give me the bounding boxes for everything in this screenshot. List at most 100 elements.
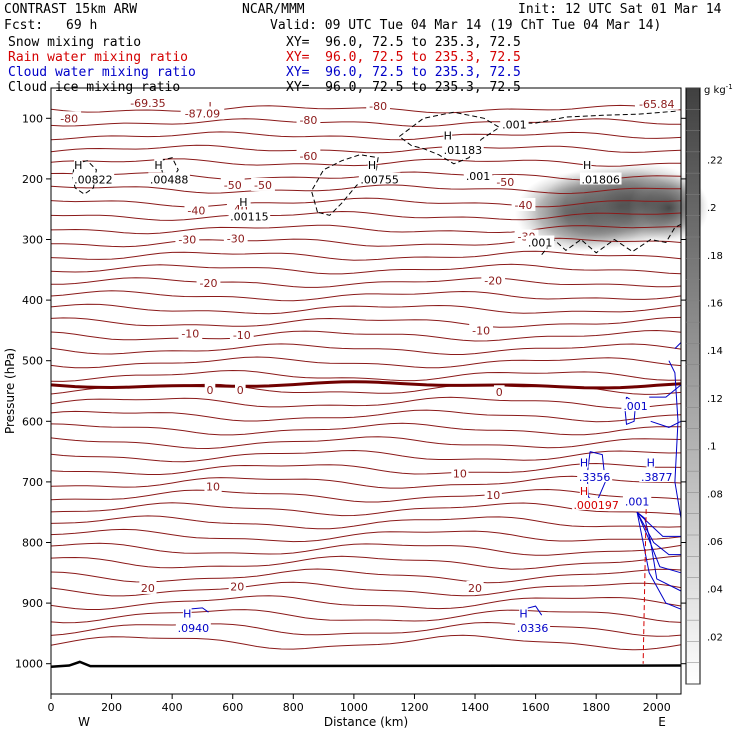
isotherm-line-22: [50, 396, 682, 409]
contour-label-bg-19: [178, 326, 203, 340]
colorbar-tick-label-10: .22: [707, 156, 723, 167]
extrema-label-bg-19: [621, 399, 650, 412]
isotherm-line-23: [50, 409, 682, 423]
extrema-label-19: .001: [623, 400, 648, 413]
contour-label-bg-3: [180, 106, 225, 120]
extrema-label-4: H: [239, 196, 247, 209]
colorbar-tick-label-9: .2: [707, 203, 717, 214]
extrema-label-bg-12: [525, 235, 555, 248]
cloudwater-contour-10: [674, 342, 682, 349]
isotherm-line-7: [50, 197, 682, 208]
ice-contour-3: [398, 111, 501, 165]
isotherm-line-14: [50, 290, 682, 302]
contour-label-24: 0: [496, 386, 503, 399]
isotherm-line-38: [50, 609, 682, 624]
x-tick-label-7: 1400: [461, 701, 489, 714]
isotherm-line-32: [50, 528, 682, 543]
x-tick-label-5: 1000: [340, 701, 368, 714]
contour-label-bg-14: [175, 232, 200, 246]
x-tick-label-10: 2000: [643, 701, 671, 714]
y-tick-label-2: 300: [22, 234, 43, 247]
isotherm-line-40: [50, 634, 682, 651]
cloudwater-contour-4: [636, 511, 682, 592]
isotherm-line-26: [50, 449, 682, 463]
contour-label-27: 10: [486, 489, 500, 502]
y-tick-label-5: 600: [22, 415, 43, 428]
contour-label-bg-0: [57, 111, 82, 125]
field-snow-name: Snow mixing ratio: [8, 35, 142, 50]
contour-label-bg-25: [204, 479, 222, 493]
forecast-label: Fcst:: [4, 18, 44, 33]
contour-label-28: 20: [141, 582, 155, 595]
ice-contour-2: [310, 154, 379, 216]
extrema-label-18: .000197: [573, 499, 619, 512]
contour-label-bg-13: [511, 197, 536, 211]
contour-label-22: 0: [207, 384, 214, 397]
contour-label-bg-24: [493, 385, 505, 399]
field-rain-name: Rain water mixing ratio: [8, 50, 189, 65]
isotherm-line-33: [50, 542, 682, 556]
isotherm-line-2: [50, 131, 682, 141]
field-snow-xy: XY= 96.0, 72.5 to 235.3, 72.5: [286, 35, 521, 50]
contour-label-1: -69.35: [130, 97, 165, 110]
cloudwater-contour-3: [650, 420, 682, 428]
cloudwater-contour-9: [668, 360, 682, 519]
contour-label-18: -20: [484, 275, 502, 288]
isotherm-line-19: [50, 356, 682, 369]
contour-label-bg-18: [481, 273, 506, 287]
extrema-label-bg-0: [73, 157, 83, 170]
isotherm-line-0: [50, 104, 682, 114]
extrema-label-bg-22: [622, 494, 652, 507]
contour-label-13: -40: [515, 199, 533, 212]
y-tick-label-7: 800: [22, 537, 43, 550]
colorbar-tick-label-5: .12: [707, 394, 723, 405]
contour-label-5: -80: [299, 114, 317, 127]
contour-label-29: 20: [230, 581, 244, 594]
x-tick-label-1: 200: [101, 701, 122, 714]
extrema-label-bg-4: [239, 194, 248, 207]
isotherm-line-27: [50, 462, 682, 475]
isotherm-line-35: [50, 568, 682, 584]
extrema-label-13: H: [583, 159, 591, 172]
contour-label-bg-1: [126, 96, 170, 110]
isotherm-line-31: [50, 515, 682, 530]
contour-label-bg-10: [493, 174, 518, 188]
x-axis-label: Distance (km): [324, 715, 408, 729]
isotherm-line-37: [50, 595, 682, 610]
extrema-label-bg-25: [519, 606, 528, 619]
rain-contour: [642, 509, 647, 664]
contour-label-bg-6: [634, 96, 679, 110]
isotherm-zero-line: [50, 380, 682, 390]
contour-label-19: -10: [181, 327, 199, 340]
extrema-label-bg-10: [500, 117, 529, 130]
extrema-label-bg-2: [154, 157, 163, 170]
contour-label-8: -50: [224, 179, 242, 192]
contour-label-6: -65.84: [639, 98, 674, 111]
colorbar-tick-label-2: .06: [707, 537, 723, 548]
isotherm-line-18: [50, 343, 682, 355]
org-title: NCAR/MMM: [242, 2, 305, 17]
contour-label-bg-8: [220, 177, 245, 191]
contour-label-23: 0: [237, 384, 244, 397]
extrema-label-bg-21: [639, 470, 675, 483]
extrema-label-2: H: [154, 159, 162, 172]
colorbar-tick-label-1: .04: [707, 585, 723, 596]
x-tick-label-4: 800: [283, 701, 304, 714]
extrema-label-15: H: [580, 457, 588, 470]
extrema-label-6: H: [368, 159, 376, 172]
contour-label-30: 20: [468, 582, 482, 595]
contour-label-bg-15: [223, 231, 248, 245]
field-cloudwater-xy: XY= 96.0, 72.5 to 235.3, 72.5: [286, 65, 521, 80]
extrema-label-bg-7: [358, 172, 401, 185]
extrema-label-22: .001: [625, 495, 650, 508]
isotherm-line-15: [50, 303, 682, 315]
y-tick-label-9: 1000: [15, 658, 43, 671]
extrema-label-bg-3: [148, 172, 190, 185]
east-label: E: [658, 715, 666, 729]
contour-label-bg-4: [366, 99, 391, 113]
isotherm-line-25: [50, 436, 682, 450]
x-tick-label-2: 400: [162, 701, 183, 714]
extrema-label-bg-8: [443, 128, 453, 141]
contour-label-26: 10: [453, 467, 467, 480]
contour-label-bg-29: [228, 579, 246, 593]
